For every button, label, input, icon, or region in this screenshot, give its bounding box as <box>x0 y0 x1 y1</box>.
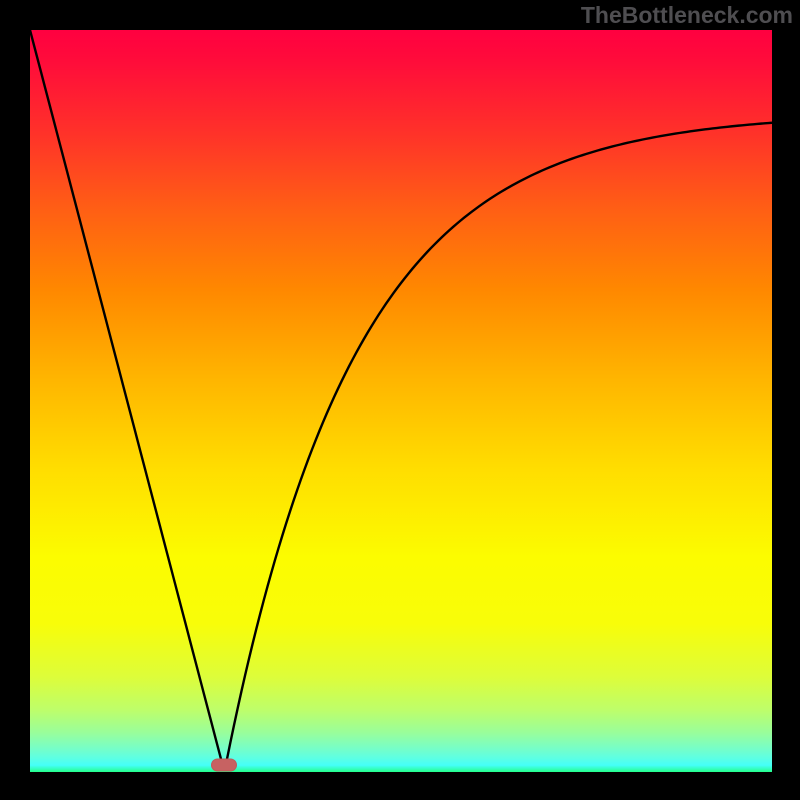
optimum-marker-shape <box>212 759 237 771</box>
chart-canvas: TheBottleneck.com <box>0 0 800 800</box>
watermark-text: TheBottleneck.com <box>581 2 793 29</box>
optimum-marker <box>211 758 237 771</box>
bottleneck-curve <box>30 30 772 766</box>
plot-area <box>30 30 772 772</box>
curve-layer <box>30 30 772 772</box>
